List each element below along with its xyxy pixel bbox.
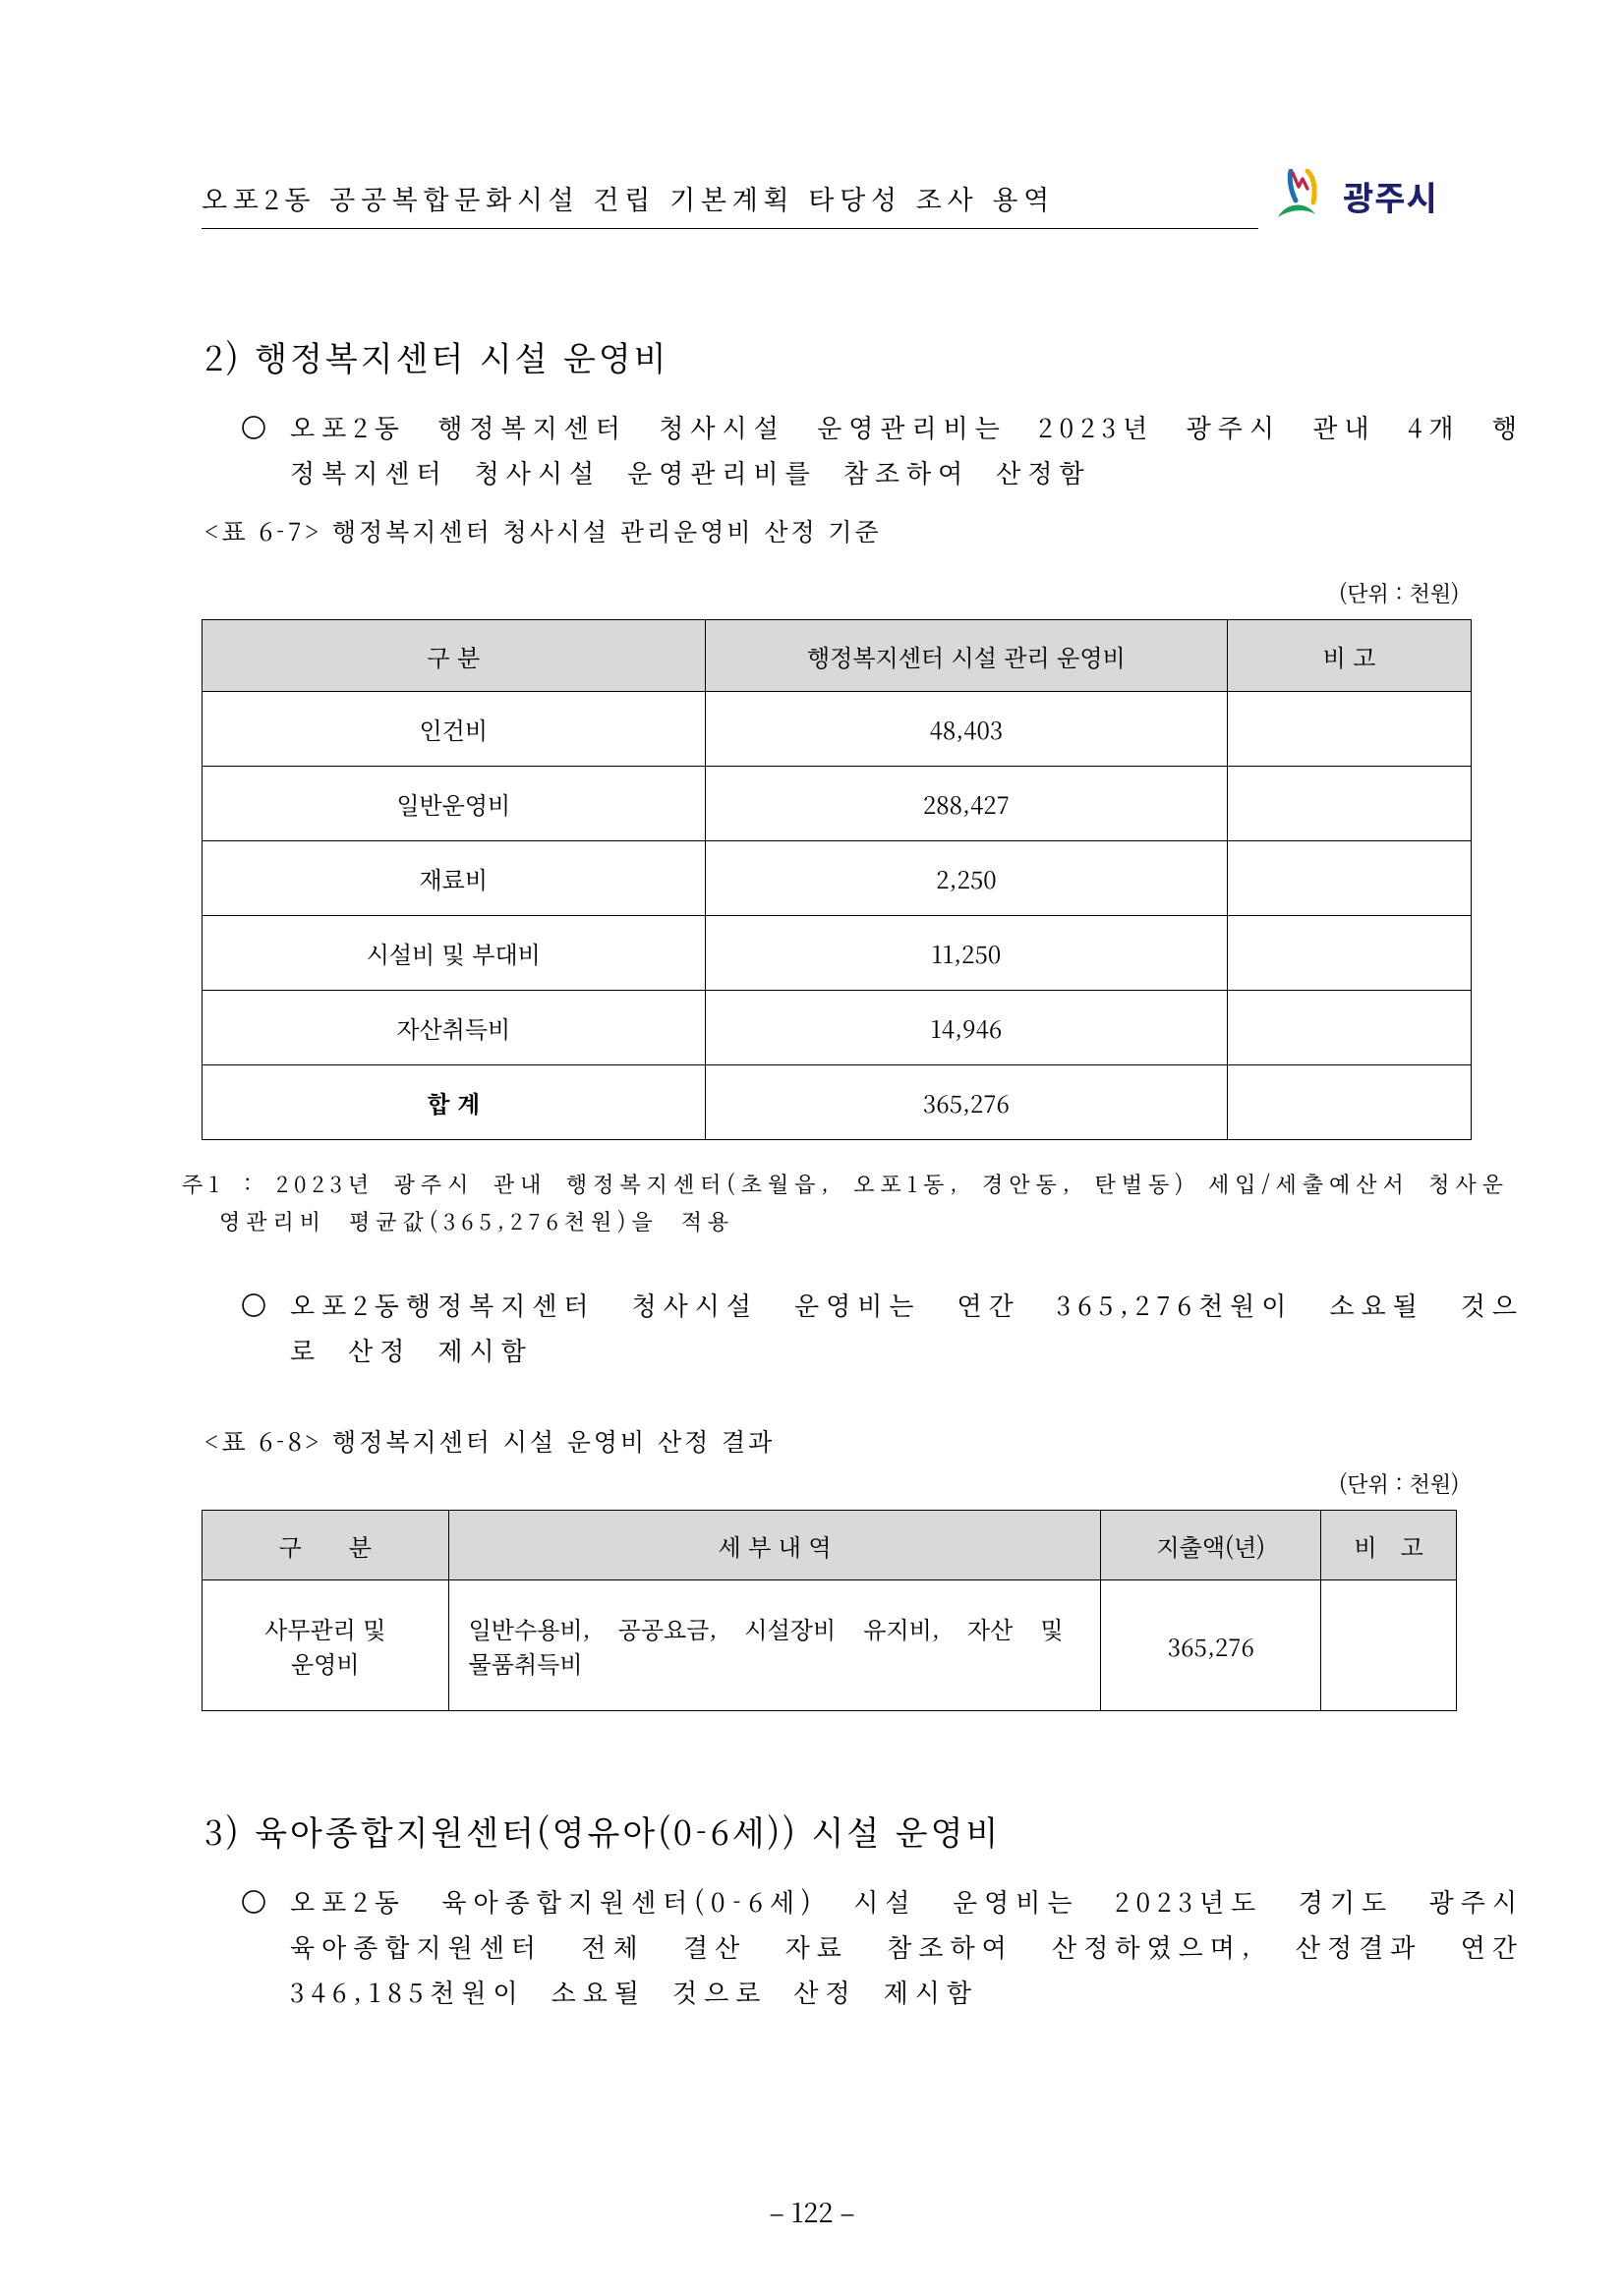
- svg-text:광주시: 광주시: [1343, 172, 1438, 220]
